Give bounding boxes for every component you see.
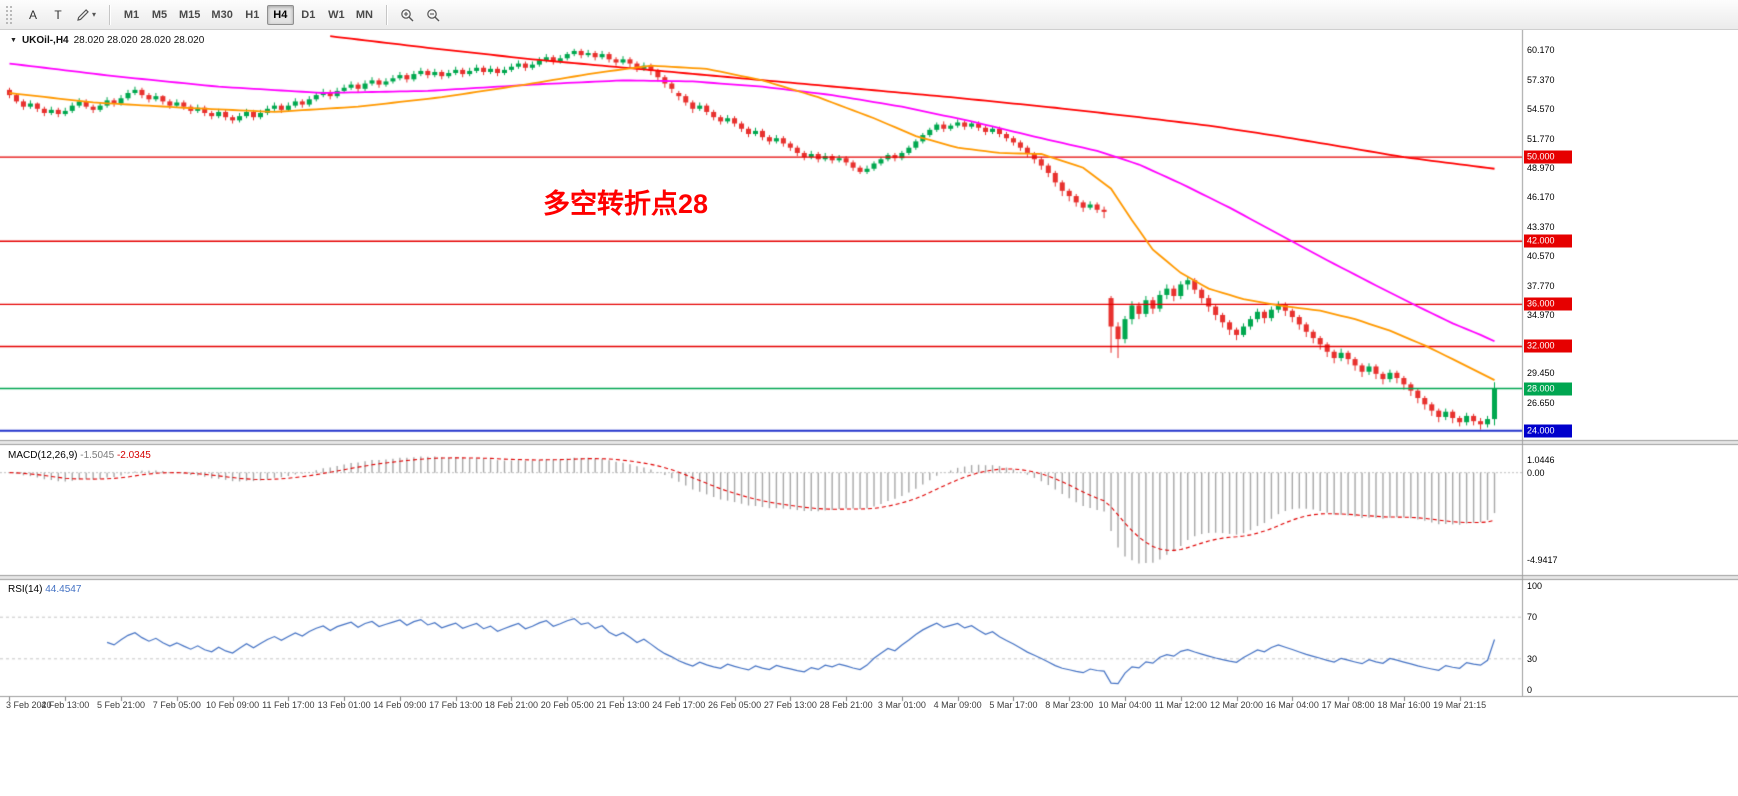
timeframe-button-MN[interactable]: MN [351, 5, 378, 25]
pencil-icon [77, 8, 90, 21]
zoom-in-icon [400, 8, 414, 22]
draw-tools-button[interactable]: ▾ [72, 4, 101, 26]
timeframe-buttons: M1 M5 M15 M30 H1 H4 D1 W1 MN [118, 4, 378, 25]
price-chart-canvas[interactable] [0, 30, 1738, 796]
timeframe-button-H4[interactable]: H4 [266, 4, 294, 25]
timeframe-button-M1[interactable]: M1 [118, 5, 145, 25]
timeframe-button-M15[interactable]: M15 [174, 5, 205, 25]
caret-down-icon: ▾ [92, 9, 97, 19]
timeframe-button-D1[interactable]: D1 [295, 5, 322, 25]
text-label-tool-button[interactable]: T [46, 4, 70, 26]
text-annotation-tool-button[interactable]: A [21, 4, 45, 26]
zoom-out-button[interactable] [421, 4, 445, 26]
timeframe-button-M5[interactable]: M5 [146, 5, 173, 25]
toolbar-separator [385, 4, 387, 25]
zoom-in-button[interactable] [395, 4, 419, 26]
toolbar-grip[interactable] [5, 4, 14, 25]
toolbar-separator [109, 4, 111, 25]
timeframe-button-W1[interactable]: W1 [323, 5, 350, 25]
zoom-out-icon [426, 8, 440, 22]
chart-area: ▼ UKOil-,H4 28.020 28.020 28.020 28.020 … [0, 30, 1738, 796]
timeframe-button-H1[interactable]: H1 [239, 5, 266, 25]
timeframe-button-M30[interactable]: M30 [206, 5, 237, 25]
